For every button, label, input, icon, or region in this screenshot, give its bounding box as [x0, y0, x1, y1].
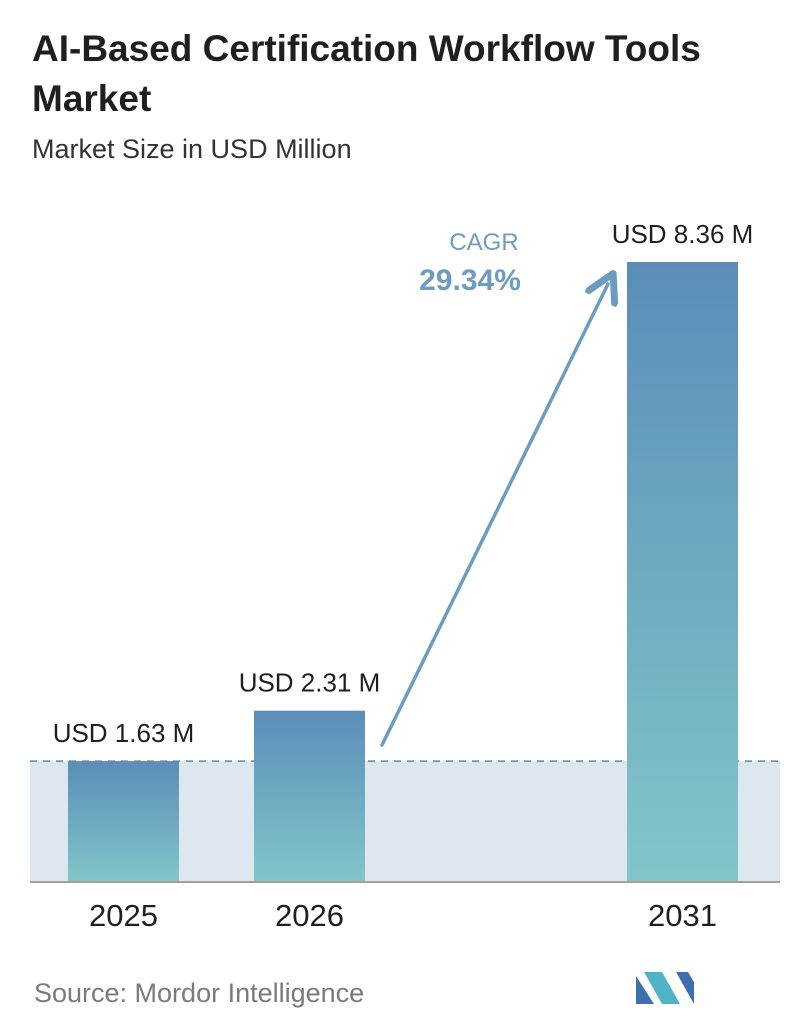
bar-2025 — [68, 761, 179, 882]
x-tick-2025: 2025 — [89, 898, 158, 933]
cagr-label: CAGR — [449, 229, 518, 256]
source-text: Source: Mordor Intelligence — [34, 978, 365, 1008]
chart-subtitle: Market Size in USD Million — [32, 134, 352, 164]
bar-2031 — [627, 262, 738, 882]
bar-chart: USD 1.63 M 2025 USD 2.31 M 2026 USD 8.36 M 20… — [30, 219, 780, 933]
data-label-2025: USD 1.63 M — [53, 718, 195, 748]
data-label-2026: USD 2.31 M — [239, 668, 381, 698]
data-label-2031: USD 8.36 M — [612, 219, 754, 249]
mordor-logo-icon — [636, 972, 694, 1004]
cagr-arrow — [380, 284, 608, 747]
x-tick-2031: 2031 — [648, 898, 717, 933]
bar-2026 — [254, 710, 365, 882]
x-tick-2026: 2026 — [275, 898, 344, 933]
cagr-value: 29.34% — [419, 264, 521, 297]
chart-title: AI-Based Certification Workflow Tools Ma… — [32, 28, 701, 119]
